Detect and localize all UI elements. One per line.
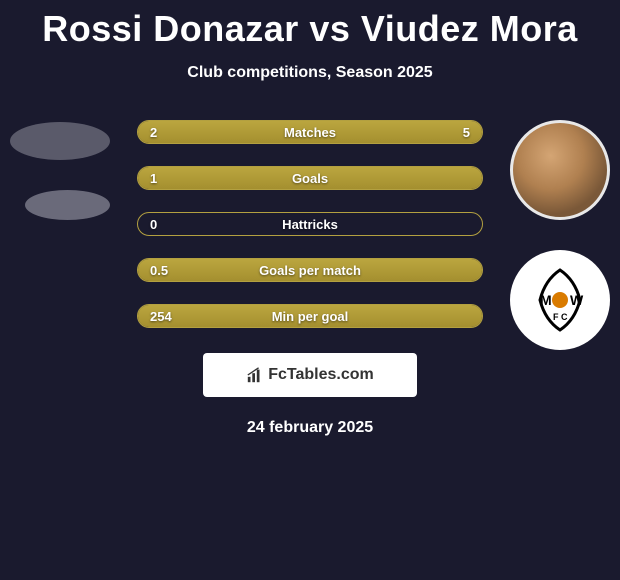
player-2-avatar [510,120,610,220]
comparison-card: Rossi Donazar vs Viudez Mora Club compet… [0,0,620,437]
club-1-logo [25,190,110,220]
stat-label: Min per goal [272,309,349,324]
stat-bars-column: 2 Matches 5 1 Goals 0 Hattricks 0.5 Goals per ma… [137,120,483,328]
svg-text:F C: F C [553,312,568,322]
stat-bar: 2 Matches 5 [137,120,483,144]
left-avatars-column [10,120,110,220]
club-2-logo-icon: M W F C [525,265,595,335]
stats-area: 2 Matches 5 1 Goals 0 Hattricks 0.5 Goals per ma… [0,120,620,328]
page-title: Rossi Donazar vs Viudez Mora [0,8,620,50]
stat-label: Goals per match [259,263,361,278]
stat-bar: 1 Goals [137,166,483,190]
svg-text:W: W [570,292,584,308]
stat-label: Hattricks [282,217,338,232]
stat-bar: 0.5 Goals per match [137,258,483,282]
footer-date: 24 february 2025 [0,419,620,437]
stat-left-value: 1 [150,171,157,186]
footer-logo-text: FcTables.com [268,366,374,384]
stat-right-value: 5 [463,125,470,140]
stat-left-value: 0.5 [150,263,168,278]
stat-left-value: 254 [150,309,172,324]
page-subtitle: Club competitions, Season 2025 [0,64,620,82]
chart-icon [246,366,264,384]
stat-label: Matches [284,125,336,140]
right-avatars-column: M W F C [510,120,610,350]
club-2-logo: M W F C [510,250,610,350]
stat-left-value: 2 [150,125,157,140]
footer-logo[interactable]: FcTables.com [203,353,417,397]
stat-bar: 0 Hattricks [137,212,483,236]
stat-label: Goals [292,171,328,186]
stat-left-value: 0 [150,217,157,232]
player-1-avatar [10,122,110,160]
stat-bar: 254 Min per goal [137,304,483,328]
svg-text:M: M [540,292,552,308]
